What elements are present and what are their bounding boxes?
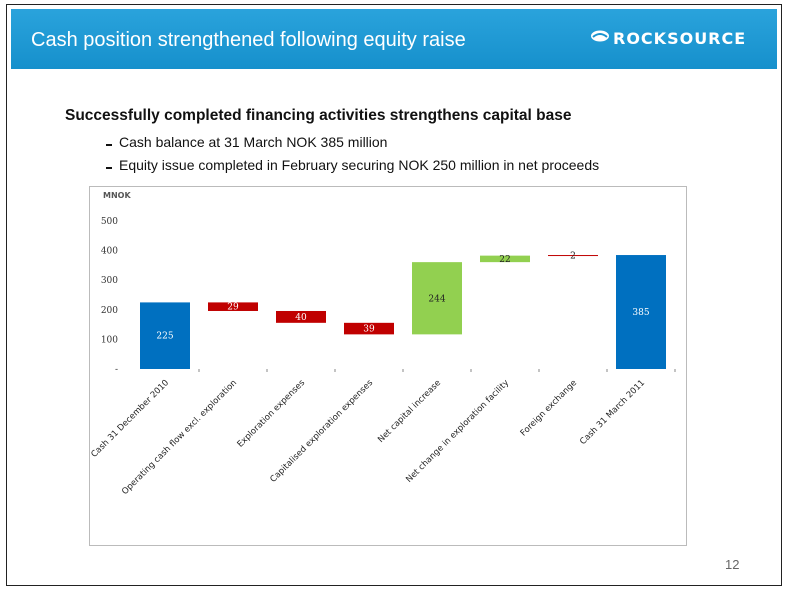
data-label: 2 — [570, 252, 576, 262]
data-label: 29 — [227, 303, 239, 313]
bullet: Cash balance at 31 March NOK 385 million — [119, 134, 388, 150]
x-tick-label: Cash 31 March 2011 — [578, 378, 647, 447]
page-number: 12 — [725, 557, 740, 572]
bar — [616, 255, 666, 369]
slide: Cash position strengthened following equ… — [6, 4, 782, 586]
bar — [480, 255, 530, 263]
bullet-dash — [106, 144, 112, 146]
x-tick-label: Cash 31 December 2010 — [89, 378, 171, 460]
x-tick-label: Foreign exchange — [519, 378, 579, 438]
heading: Successfully completed financing activit… — [65, 107, 572, 124]
logo-icon — [591, 30, 609, 42]
slide-title: Cash position strengthened following equ… — [31, 29, 466, 51]
bar — [412, 262, 462, 335]
x-tick-label: Operating cash flow excl. exploration — [120, 378, 239, 497]
bar — [140, 302, 190, 369]
data-label: 22 — [499, 255, 510, 265]
bullet-dash — [106, 167, 112, 169]
chart-frame — [89, 186, 687, 546]
header: Cash position strengthened following equ… — [11, 9, 777, 69]
y-tick-label: 400 — [101, 247, 118, 257]
bar — [208, 302, 258, 311]
logo: ROCKSOURCE — [613, 29, 747, 48]
x-tick-label: Net capital increase — [376, 378, 443, 445]
data-label: 40 — [295, 313, 307, 323]
bar — [548, 255, 598, 257]
bar — [276, 310, 326, 323]
y-tick-label: 300 — [101, 276, 118, 286]
y-tick-label: 200 — [101, 306, 118, 316]
bullet: Equity issue completed in February secur… — [119, 157, 600, 173]
data-label: 385 — [632, 308, 649, 318]
y-axis-label: MNOK — [103, 191, 131, 200]
data-label: 225 — [156, 332, 173, 342]
data-label: 244 — [428, 294, 445, 304]
data-label: 39 — [363, 325, 375, 335]
y-tick-label: 500 — [101, 217, 118, 227]
y-tick-label: 100 — [101, 335, 118, 345]
y-tick-label: - — [115, 365, 118, 375]
x-tick-label: Exploration expenses — [236, 378, 308, 450]
bar — [344, 322, 394, 335]
